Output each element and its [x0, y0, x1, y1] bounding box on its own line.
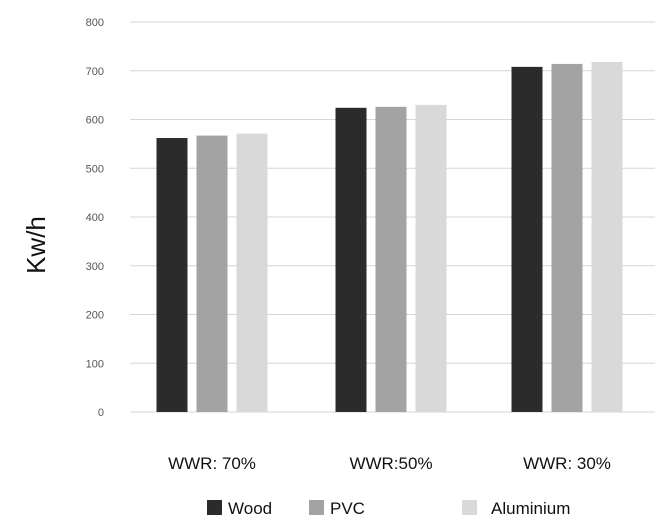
bars — [156, 61, 623, 413]
y-tick-label: 700 — [86, 66, 104, 78]
y-axis-tick-labels: 0 100 200 300 400 500 600 700 800 — [86, 17, 104, 419]
y-tick-label: 600 — [86, 115, 104, 127]
x-category-label: WWR: 70% — [168, 454, 256, 473]
legend-label-aluminium: Aluminium — [491, 499, 570, 518]
bar-wood-3 — [511, 66, 543, 412]
y-tick-label: 100 — [86, 358, 104, 370]
x-category-label: WWR: 30% — [523, 454, 611, 473]
legend: Wood PVC Aluminium — [207, 499, 570, 518]
bar-pvc-3 — [551, 63, 583, 413]
y-tick-label: 300 — [86, 261, 104, 273]
bar-wood-1 — [156, 138, 188, 412]
y-tick-label: 500 — [86, 163, 104, 175]
bar-aluminium-1 — [236, 133, 268, 412]
bar-aluminium-3 — [591, 61, 623, 412]
x-category-label: WWR:50% — [349, 454, 432, 473]
legend-label-pvc: PVC — [330, 499, 365, 518]
bar-pvc-1 — [196, 135, 228, 412]
legend-swatch-pvc — [309, 500, 324, 515]
x-axis-category-labels: WWR: 70% WWR:50% WWR: 30% — [168, 454, 611, 473]
y-tick-label: 0 — [98, 407, 104, 419]
bar-wood-2 — [335, 107, 367, 413]
y-tick-label: 200 — [86, 310, 104, 322]
y-tick-label: 400 — [86, 212, 104, 224]
y-axis-label: Kw/h — [21, 216, 51, 274]
legend-swatch-aluminium — [462, 500, 477, 515]
y-tick-label: 800 — [86, 17, 104, 29]
legend-label-wood: Wood — [228, 499, 272, 518]
bar-pvc-2 — [375, 106, 407, 412]
legend-swatch-wood — [207, 500, 222, 515]
bar-aluminium-2 — [415, 104, 447, 412]
